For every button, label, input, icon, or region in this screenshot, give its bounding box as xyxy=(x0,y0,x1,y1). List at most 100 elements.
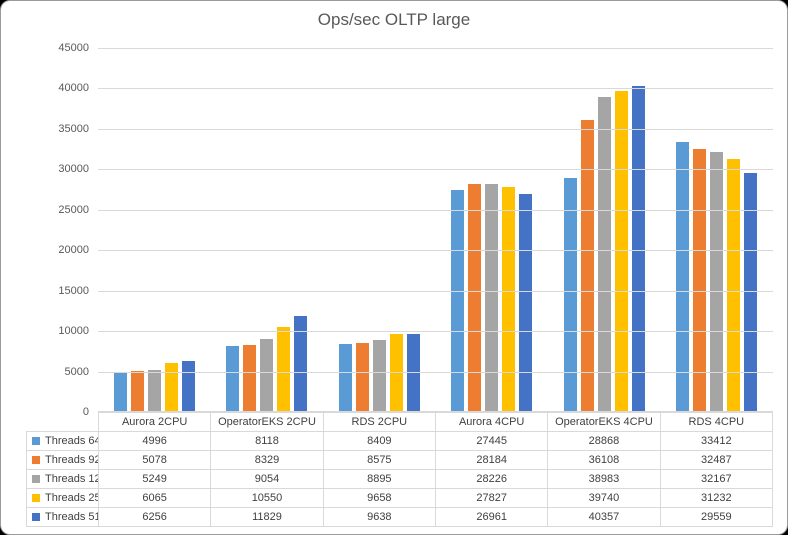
table-value-cell: 28868 xyxy=(547,431,661,451)
table-row: Threads 92 5078 8329 8575 28184 36108 32487 xyxy=(26,450,774,470)
chart-title: Ops/sec OLTP large xyxy=(317,10,471,29)
bar xyxy=(406,334,420,412)
bar xyxy=(294,316,308,412)
legend-series-label: Threads 256 xyxy=(45,492,98,505)
legend-cell: Threads 128 xyxy=(26,469,99,489)
table-value-cell: 32167 xyxy=(659,469,774,489)
bar xyxy=(580,120,594,412)
table-value-cell: 38983 xyxy=(547,469,661,489)
legend-series-label: Threads 92 xyxy=(45,454,99,467)
legend-series-label: Threads 128 xyxy=(45,473,98,486)
table-value-cell: 8118 xyxy=(210,431,324,451)
bar xyxy=(147,370,161,412)
legend-cell: Threads 256 xyxy=(26,488,99,508)
y-axis-tick-label: 20000 xyxy=(58,244,89,256)
bar xyxy=(338,344,352,412)
table-row: Threads 5126256118299638269614035729559 xyxy=(26,507,774,527)
gridline xyxy=(98,169,773,170)
table-value-cell: 27445 xyxy=(434,431,549,451)
gridline xyxy=(98,129,773,130)
table-value-cell: 11829 xyxy=(210,507,324,527)
bar-group xyxy=(323,48,436,412)
table-row: Threads 128524990548895282263898332167 xyxy=(26,469,774,489)
y-axis-tick-label: 30000 xyxy=(58,163,89,175)
table-value-cell: 39740 xyxy=(547,488,661,508)
table-value-cell: 40357 xyxy=(547,507,661,527)
bar xyxy=(260,339,274,412)
table-value-cell: 6256 xyxy=(97,507,212,527)
y-axis-tick-label: 10000 xyxy=(58,325,89,337)
table-row: Threads 64 4996 8118 8409 27445 28868 33412 xyxy=(26,431,774,451)
gridline xyxy=(98,411,773,412)
bar xyxy=(614,91,628,412)
table-value-cell: 8575 xyxy=(322,450,436,470)
bar xyxy=(277,327,291,412)
bar xyxy=(243,345,257,412)
table-value-cell: 33412 xyxy=(659,431,774,451)
legend-cell: Threads 92 xyxy=(26,450,99,470)
gridline xyxy=(98,88,773,89)
table-value-cell: 31232 xyxy=(659,488,774,508)
bar xyxy=(563,178,577,412)
y-axis-tick-label: 15000 xyxy=(58,285,89,297)
y-axis-tick-label: 25000 xyxy=(58,204,89,216)
table-value-cell: 28226 xyxy=(434,469,549,489)
bar xyxy=(597,97,611,412)
table-header-cell: Aurora 2CPU xyxy=(97,412,212,432)
table-value-cell: 10550 xyxy=(210,488,324,508)
bar xyxy=(710,152,724,412)
table-row: Threads 2566065105509658278273974031232 xyxy=(26,488,774,508)
table-value-cell: 32487 xyxy=(659,450,774,470)
table-value-cell: 9638 xyxy=(322,507,436,527)
legend-series-label: Threads 512 xyxy=(45,511,98,524)
table-value-cell: 5249 xyxy=(97,469,212,489)
table-value-cell: 26961 xyxy=(434,507,549,527)
legend-color-swatch xyxy=(32,513,40,522)
bar xyxy=(676,142,690,412)
bar xyxy=(519,194,533,412)
bar xyxy=(181,361,195,412)
table-header-cell: OperatorEKS 4CPU xyxy=(547,412,661,432)
table-header-row: Aurora 2CPU OperatorEKS 2CPU RDS 2CPU Auror… xyxy=(27,412,774,432)
table-header-cell: Aurora 4CPU xyxy=(434,412,549,432)
bar xyxy=(389,334,403,412)
bar xyxy=(355,343,369,412)
table-value-cell: 29559 xyxy=(659,507,774,527)
table-value-cell: 8895 xyxy=(322,469,436,489)
bar xyxy=(113,372,127,412)
bar-groups xyxy=(98,48,773,412)
bar-group xyxy=(211,48,324,412)
gridline xyxy=(98,48,773,49)
legend-color-swatch xyxy=(32,475,40,484)
bar xyxy=(130,371,144,412)
y-axis-tick-label: 0 xyxy=(82,406,89,418)
bar xyxy=(468,184,482,412)
bar xyxy=(744,173,758,412)
bar xyxy=(693,149,707,412)
legend-cell: Threads 64 xyxy=(26,431,99,451)
table-value-cell: 5078 xyxy=(97,450,212,470)
bar-group xyxy=(98,48,211,412)
bar xyxy=(485,184,499,412)
table-value-cell: 4996 xyxy=(97,431,212,451)
table-value-cell: 27827 xyxy=(434,488,549,508)
legend-series-label: Threads 64 xyxy=(45,435,99,448)
bar xyxy=(164,363,178,412)
legend-color-swatch xyxy=(32,456,40,465)
y-axis-tick-label: 5000 xyxy=(64,366,89,378)
y-axis-tick-label: 45000 xyxy=(58,42,89,54)
table-value-cell: 8329 xyxy=(210,450,324,470)
gridline xyxy=(98,291,773,292)
table-header-cell: RDS 4CPU xyxy=(659,412,774,432)
table-value-cell: 9054 xyxy=(210,469,324,489)
y-axis-tick-label: 35000 xyxy=(58,123,89,135)
data-table: Aurora 2CPU OperatorEKS 2CPU RDS 2CPU Auror… xyxy=(26,412,774,527)
gridline xyxy=(98,250,773,251)
plot-area xyxy=(98,48,773,412)
bar xyxy=(226,346,240,412)
legend-color-swatch xyxy=(32,494,40,503)
bar xyxy=(502,187,516,412)
legend-color-swatch xyxy=(32,437,40,446)
table-value-cell: 6065 xyxy=(97,488,212,508)
